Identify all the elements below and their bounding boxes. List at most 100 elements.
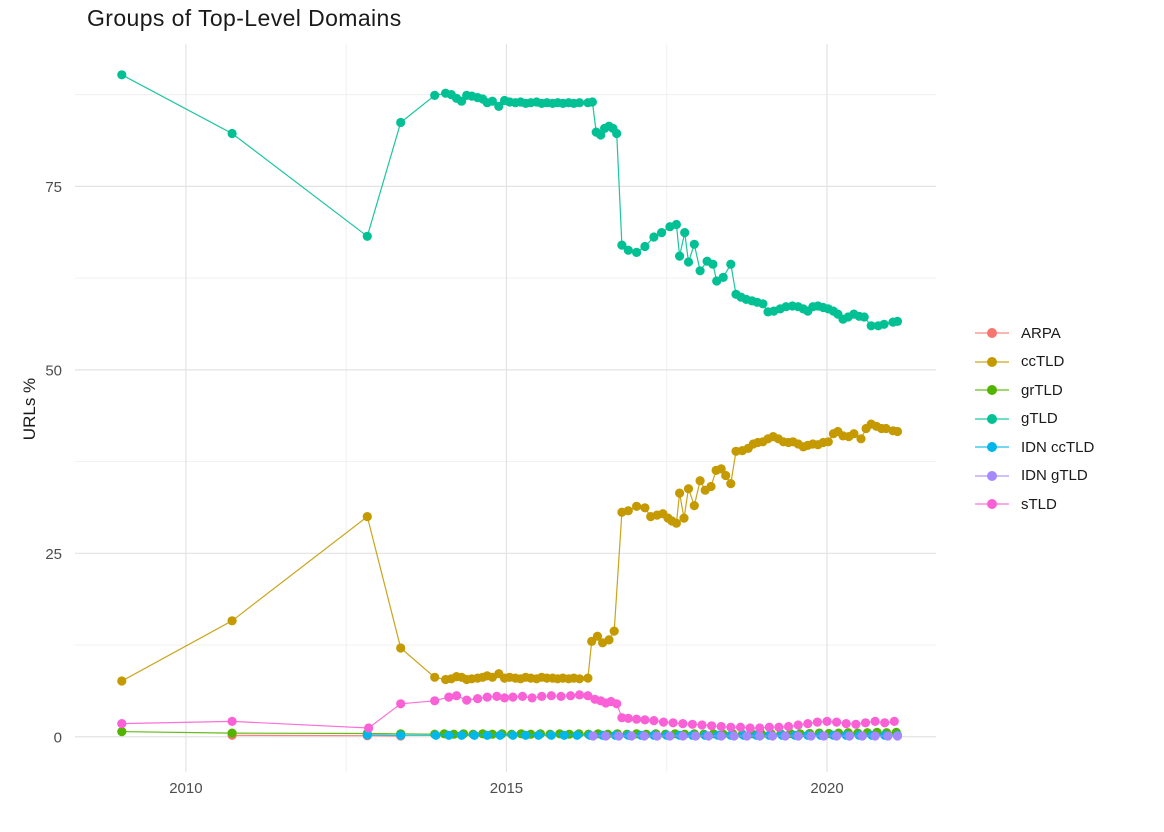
- data-point-stld: [736, 723, 745, 732]
- data-point-cctld: [856, 434, 865, 443]
- data-point-idn-cctld: [457, 731, 466, 740]
- data-point-gtld: [696, 266, 705, 275]
- data-point-idn-gtld: [794, 731, 803, 740]
- data-point-idn-gtld: [883, 731, 892, 740]
- legend-key-dot: [987, 328, 997, 338]
- data-point-idn-cctld: [470, 731, 479, 740]
- data-point-cctld: [696, 476, 705, 485]
- data-point-idn-cctld: [572, 731, 581, 740]
- data-point-stld: [473, 694, 482, 703]
- series-arpa: [228, 731, 406, 741]
- data-point-idn-cctld: [547, 731, 556, 740]
- data-point-stld: [556, 692, 565, 701]
- data-point-stld: [508, 693, 517, 702]
- data-point-gtld: [632, 248, 641, 257]
- data-point-idn-cctld: [396, 731, 405, 740]
- data-point-cctld: [721, 471, 730, 480]
- data-point-stld: [649, 716, 658, 725]
- data-point-stld: [851, 720, 860, 729]
- data-point-idn-cctld: [444, 731, 453, 740]
- series-gtld: [117, 70, 902, 330]
- data-point-stld: [632, 715, 641, 724]
- data-point-cctld: [632, 502, 641, 511]
- data-point-grtld: [117, 727, 126, 736]
- data-point-stld: [832, 718, 841, 727]
- data-point-stld: [871, 717, 880, 726]
- data-point-stld: [822, 717, 831, 726]
- data-point-idn-gtld: [627, 731, 636, 740]
- data-point-cctld: [675, 489, 684, 498]
- data-point-idn-cctld: [560, 731, 569, 740]
- y-tick-label: 75: [45, 179, 62, 196]
- series-line-cctld: [122, 424, 898, 681]
- data-point-cctld: [679, 514, 688, 523]
- data-point-gtld: [690, 240, 699, 249]
- data-point-gtld: [228, 129, 237, 138]
- data-point-idn-gtld: [893, 731, 902, 740]
- data-point-idn-gtld: [691, 731, 700, 740]
- x-tick-label: 2010: [169, 780, 202, 797]
- data-point-stld: [765, 723, 774, 732]
- data-point-idn-gtld: [717, 731, 726, 740]
- legend-key-stld: [975, 496, 1009, 512]
- data-point-stld: [688, 720, 697, 729]
- series-cctld: [117, 420, 902, 686]
- chart-title: Groups of Top-Level Domains: [87, 5, 402, 32]
- data-point-gtld: [680, 228, 689, 237]
- data-point-stld: [452, 691, 461, 700]
- data-point-idn-gtld: [819, 731, 828, 740]
- data-point-stld: [794, 720, 803, 729]
- y-tick-label: 25: [45, 546, 62, 563]
- data-point-gtld: [363, 232, 372, 241]
- data-point-stld: [842, 719, 851, 728]
- data-point-stld: [659, 718, 668, 727]
- data-point-stld: [669, 718, 678, 727]
- data-point-gtld: [880, 320, 889, 329]
- legend-item-gtld: gTLD: [975, 405, 1094, 434]
- data-point-gtld: [612, 129, 621, 138]
- data-point-cctld: [706, 482, 715, 491]
- data-point-stld: [717, 722, 726, 731]
- data-point-idn-gtld: [730, 731, 739, 740]
- data-point-stld: [726, 723, 735, 732]
- data-point-idn-cctld: [508, 731, 517, 740]
- legend-key-dot: [987, 499, 997, 509]
- data-point-cctld: [583, 674, 592, 683]
- x-tick-label: 2015: [490, 780, 523, 797]
- data-point-cctld: [117, 676, 126, 685]
- data-point-cctld: [575, 674, 584, 683]
- data-point-cctld: [228, 616, 237, 625]
- data-point-cctld: [893, 427, 902, 436]
- data-point-idn-gtld: [678, 731, 687, 740]
- data-point-gtld: [708, 260, 717, 269]
- data-point-idn-gtld: [806, 731, 815, 740]
- data-point-stld: [483, 693, 492, 702]
- data-point-stld: [697, 720, 706, 729]
- data-point-stld: [396, 699, 405, 708]
- data-point-stld: [678, 719, 687, 728]
- data-point-idn-cctld: [496, 731, 505, 740]
- data-point-stld: [364, 723, 373, 732]
- data-point-stld: [803, 719, 812, 728]
- data-point-gtld: [684, 257, 693, 266]
- data-point-gtld: [719, 273, 728, 282]
- data-point-gtld: [430, 91, 439, 100]
- data-point-stld: [537, 692, 546, 701]
- minor-gridlines: [75, 44, 936, 772]
- legend-label-idn-cctld: IDN ccTLD: [1021, 439, 1094, 456]
- data-point-stld: [880, 718, 889, 727]
- legend-item-stld: sTLD: [975, 490, 1094, 519]
- data-point-stld: [430, 696, 439, 705]
- data-point-stld: [624, 714, 633, 723]
- data-point-gtld: [649, 232, 658, 241]
- data-point-gtld: [588, 97, 597, 106]
- data-point-gtld: [860, 312, 869, 321]
- legend-item-cctld: ccTLD: [975, 348, 1094, 377]
- data-point-cctld: [610, 627, 619, 636]
- major-gridlines: [75, 44, 936, 772]
- data-point-stld: [784, 722, 793, 731]
- data-point-idn-gtld: [755, 731, 764, 740]
- data-point-grtld: [228, 729, 237, 738]
- legend-key-dot: [987, 471, 997, 481]
- y-tick-label: 50: [45, 362, 62, 379]
